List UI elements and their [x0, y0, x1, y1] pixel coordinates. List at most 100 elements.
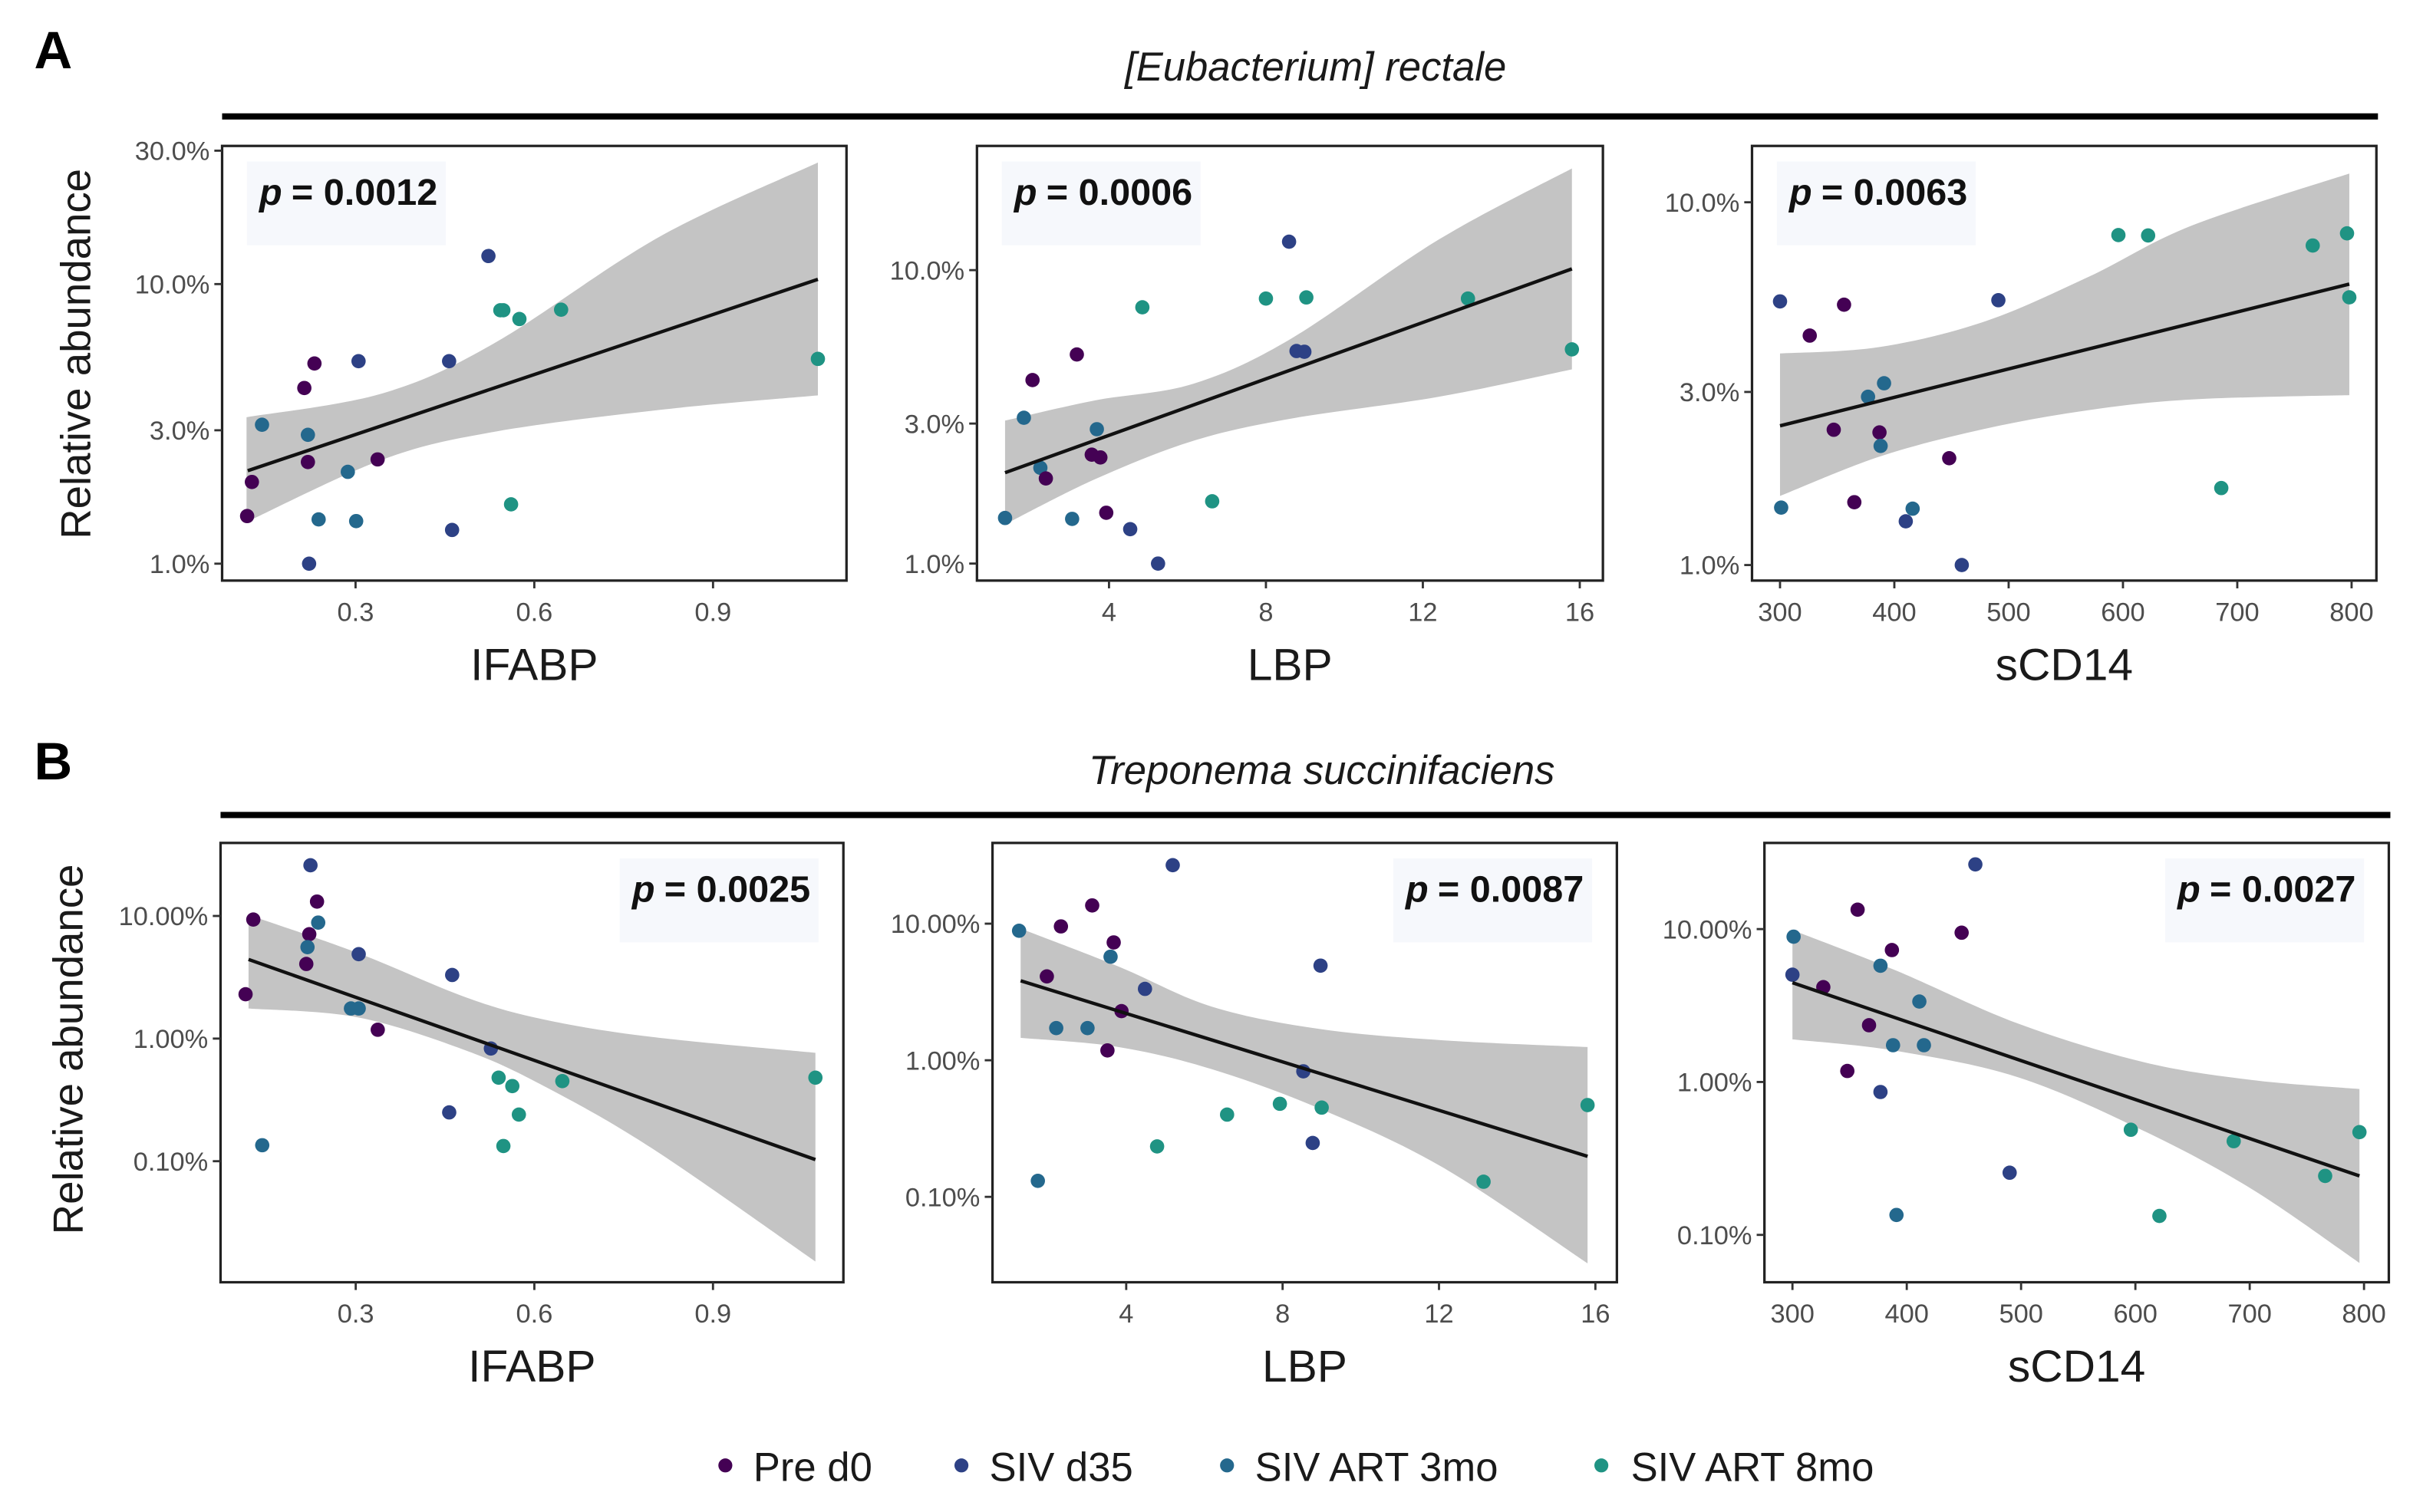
legend-dot-siv-d35 [954, 1458, 969, 1473]
data-point [997, 510, 1013, 525]
x-tick-label: 500 [1986, 598, 2030, 627]
x-tick-label: 500 [1999, 1300, 2042, 1329]
data-point [445, 967, 460, 983]
regression-line [1020, 979, 1588, 1158]
data-point [2141, 228, 2156, 243]
panel-label-a: A [35, 21, 73, 80]
x-tick-label: 0.3 [338, 598, 374, 627]
data-point [1205, 494, 1220, 509]
data-point [554, 302, 569, 317]
data-point [1877, 376, 1891, 390]
data-point [1954, 558, 1970, 572]
data-point [1885, 1038, 1900, 1052]
y-tick-label: 3.0% [150, 417, 209, 446]
y-tick-label: 10.0% [1665, 189, 1740, 218]
y-tick-label: 10.00% [1663, 915, 1752, 944]
data-point [2214, 480, 2229, 496]
panel-border [975, 144, 1604, 582]
data-point [1889, 1207, 1904, 1223]
x-tick-label: 300 [1758, 598, 1802, 627]
regression-line [1004, 267, 1573, 475]
data-point [808, 1070, 823, 1085]
data-point [2339, 226, 2355, 241]
regression-line [1779, 282, 2350, 428]
p-symbol: p [1013, 172, 1037, 213]
data-point [307, 356, 322, 371]
data-point [348, 513, 364, 529]
data-point [255, 1138, 270, 1153]
x-tick-label: 12 [1408, 598, 1437, 627]
data-point [1030, 1173, 1045, 1188]
panel-border [1763, 842, 2391, 1284]
data-point [1100, 1043, 1115, 1058]
data-point [1135, 300, 1150, 315]
data-point [1580, 1098, 1595, 1112]
panel-b-ifabp: p = 0.0025 0.3 0.6 0.9 0.10% 1.00% 10.00% IFABP [119, 842, 845, 1392]
p-value-label: p = 0.0025 [631, 869, 810, 911]
p-value: = 0.0012 [292, 172, 437, 213]
data-point [1122, 522, 1138, 537]
y-tick-label: 3.0% [905, 410, 964, 439]
regression-line [1792, 980, 2360, 1178]
row-b-rule [220, 812, 2391, 819]
data-point [1065, 512, 1080, 526]
data-point [246, 912, 261, 927]
confidence-band [1779, 173, 2349, 496]
y-tick-label: 0.10% [134, 1148, 209, 1177]
p-symbol: p [2176, 869, 2200, 911]
data-point [1873, 1085, 1888, 1099]
panel-a-lbp: p = 0.0006 4 8 12 16 1.0% 3.0% 10.0% LBP [890, 144, 1604, 690]
data-point [1137, 981, 1152, 996]
p-symbol: p [631, 869, 655, 911]
p-symbol: p [258, 172, 282, 213]
data-point [1826, 422, 1841, 437]
data-point [1917, 1038, 1931, 1052]
p-value: = 0.0063 [1821, 172, 1967, 213]
y-tick-label: 10.00% [119, 902, 209, 931]
data-point [512, 311, 527, 327]
x-tick-label: 0.6 [516, 1300, 553, 1329]
confidence-band [248, 914, 816, 1262]
data-point [810, 351, 826, 367]
data-point [2111, 228, 2126, 242]
legend-dot-siv-art-3mo [1220, 1458, 1235, 1473]
row-a-rule [222, 113, 2378, 120]
data-point [238, 987, 253, 1002]
data-point [1476, 1174, 1491, 1189]
data-point [302, 927, 317, 942]
data-point [1837, 297, 1851, 312]
data-point [1850, 902, 1865, 917]
data-point [1033, 460, 1048, 476]
data-point [255, 417, 269, 432]
data-point [442, 354, 457, 369]
legend-dot-siv-art-8mo [1594, 1458, 1609, 1473]
data-point [1017, 410, 1031, 425]
x-tick-label: 0.3 [338, 1300, 374, 1329]
legend-label-siv-art-8mo: SIV ART 8mo [1631, 1445, 1874, 1491]
y-tick-label: 1.00% [134, 1025, 209, 1054]
data-point [1165, 858, 1180, 873]
p-symbol: p [1404, 869, 1429, 911]
data-point [1085, 898, 1099, 913]
x-tick-label: 8 [1275, 1300, 1290, 1329]
data-point [1151, 556, 1165, 571]
x-tick-label: 400 [1884, 1300, 1928, 1329]
data-point [300, 427, 315, 443]
data-point [511, 1107, 526, 1122]
confidence-band [246, 162, 819, 522]
data-point [1297, 344, 1312, 359]
row-title-b: Treponema succinifaciens [1089, 748, 1554, 793]
data-point [496, 303, 511, 318]
panel-a-scd14: p = 0.0063 300 400 500 600 700 800 1.0% 3.0% 10.0%… [1665, 144, 2378, 690]
panel-border [991, 842, 1618, 1284]
x-axis-label: sCD14 [2008, 1342, 2145, 1392]
data-point [309, 894, 325, 909]
data-point [1080, 1020, 1095, 1036]
data-point [1564, 342, 1580, 357]
x-tick-label: 0.6 [516, 598, 552, 627]
data-point [1898, 514, 1914, 529]
confidence-band [1020, 928, 1588, 1263]
legend-label-siv-art-3mo: SIV ART 3mo [1255, 1445, 1498, 1491]
x-axis-label: IFABP [470, 640, 598, 690]
